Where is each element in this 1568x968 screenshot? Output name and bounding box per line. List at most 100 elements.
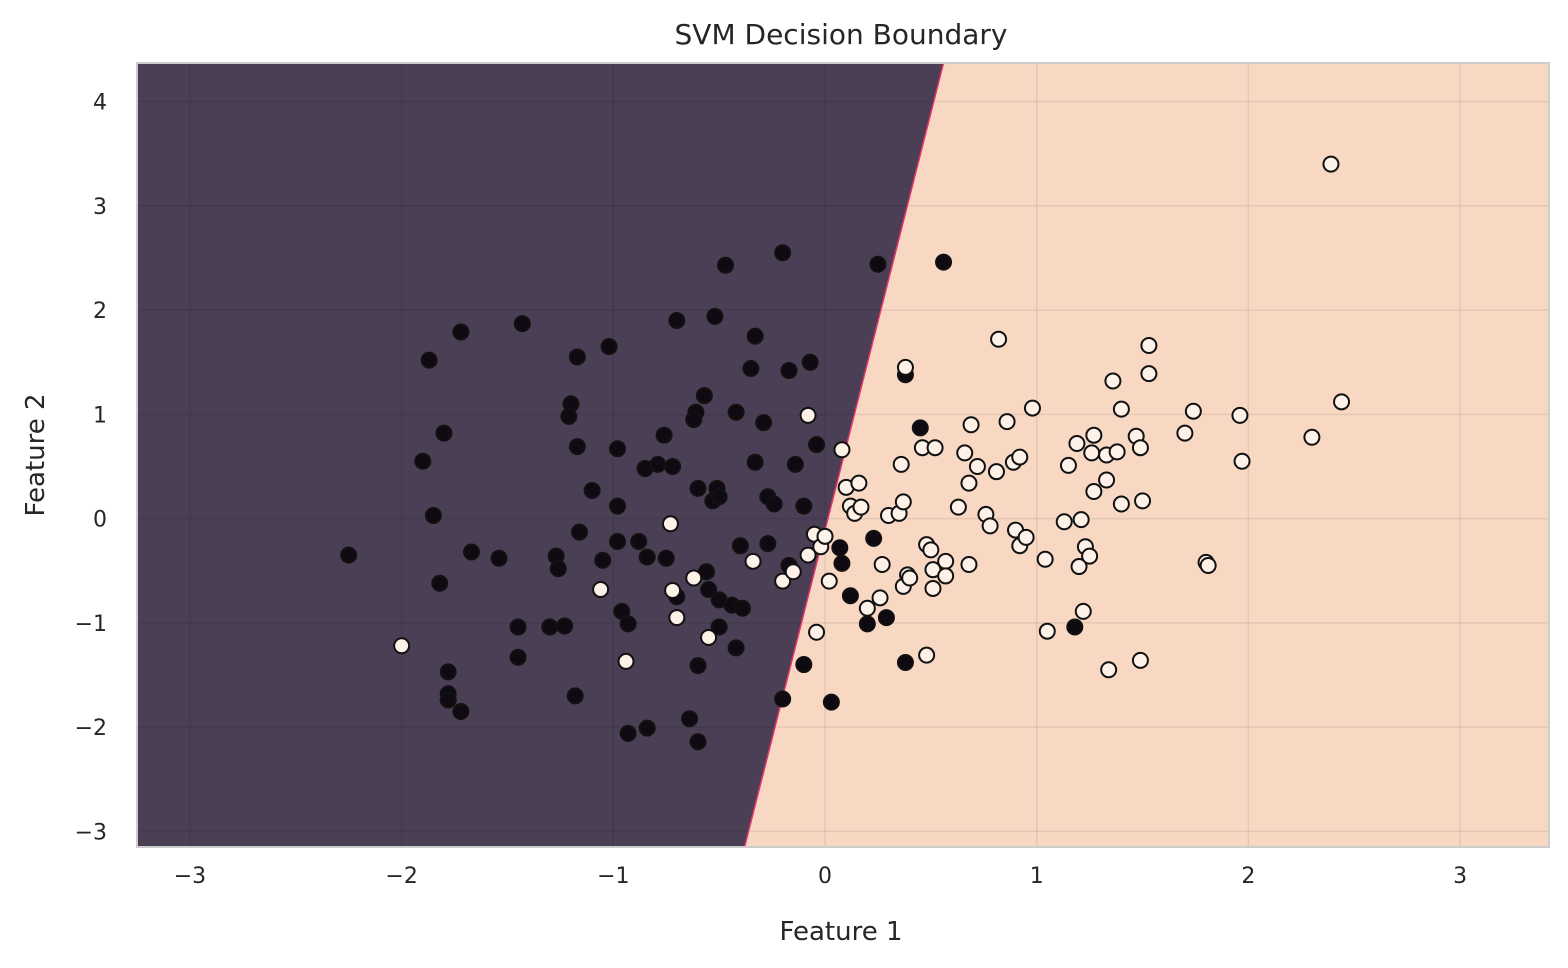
data-point-class-0 (1066, 618, 1084, 636)
data-point-class-1 (894, 493, 912, 511)
data-point-class-1 (858, 599, 876, 617)
data-point-class-0 (439, 663, 457, 681)
data-point-class-0 (742, 359, 760, 377)
data-point-class-0 (774, 690, 792, 708)
data-point-class-0 (490, 549, 508, 567)
data-point-class-1 (981, 517, 999, 535)
data-point-class-1 (1184, 402, 1202, 420)
data-point-class-1 (685, 569, 703, 587)
y-tick-label: −3 (75, 820, 107, 845)
data-point-class-1 (816, 527, 834, 545)
y-tick-label: −1 (75, 612, 107, 637)
data-point-class-0 (630, 533, 648, 551)
data-point-class-0 (755, 414, 773, 432)
data-point-class-0 (689, 733, 707, 751)
data-point-class-1 (592, 580, 610, 598)
data-point-class-0 (509, 648, 527, 666)
data-point-class-0 (833, 554, 851, 572)
data-point-class-1 (968, 457, 986, 475)
data-point-class-0 (566, 687, 584, 705)
data-point-class-0 (765, 495, 783, 513)
data-point-class-1 (926, 439, 944, 457)
data-point-class-1 (1199, 557, 1217, 575)
data-point-class-1 (998, 413, 1016, 431)
data-point-class-0 (655, 426, 673, 444)
data-point-class-1 (918, 646, 936, 664)
data-point-class-0 (549, 560, 567, 578)
data-point-class-0 (414, 452, 432, 470)
y-tick-label: −2 (75, 716, 107, 741)
data-point-class-0 (609, 497, 627, 515)
data-point-class-1 (1100, 661, 1118, 679)
data-point-class-0 (452, 323, 470, 341)
data-point-class-0 (911, 419, 929, 437)
data-point-class-1 (1055, 513, 1073, 531)
data-point-class-0 (435, 424, 453, 442)
x-tick-label: −1 (597, 864, 629, 889)
data-point-class-0 (619, 615, 637, 633)
data-point-class-0 (462, 543, 480, 561)
data-point-class-0 (568, 438, 586, 456)
data-point-class-1 (1104, 372, 1122, 390)
data-point-class-0 (759, 535, 777, 553)
data-point-class-1 (668, 609, 686, 627)
data-point-class-0 (695, 387, 713, 405)
data-point-class-1 (799, 546, 817, 564)
data-point-class-0 (706, 307, 724, 325)
data-point-class-1 (1023, 399, 1041, 417)
x-tick-label: 3 (1453, 864, 1467, 889)
plot-frame (136, 62, 1550, 848)
data-point-class-1 (1303, 428, 1321, 446)
data-point-class-1 (1074, 602, 1092, 620)
data-point-class-0 (609, 440, 627, 458)
data-point-class-0 (568, 348, 586, 366)
data-point-class-0 (541, 618, 559, 636)
x-tick-label: 2 (1241, 864, 1255, 889)
data-point-class-0 (700, 580, 718, 598)
data-point-class-1 (1038, 622, 1056, 640)
data-point-class-0 (896, 653, 914, 671)
data-point-class-1 (1231, 406, 1249, 424)
y-axis-ticks: −3 −2 −1 0 1 2 3 4 (75, 91, 107, 846)
y-tick-label: 3 (93, 195, 107, 220)
data-point-class-1 (873, 555, 891, 573)
data-point-class-1 (1072, 511, 1090, 529)
data-point-class-1 (1011, 448, 1029, 466)
data-point-class-0 (795, 656, 813, 674)
data-point-class-0 (681, 710, 699, 728)
plot-area (137, 63, 1549, 847)
data-point-class-1 (987, 463, 1005, 481)
data-point-class-1 (924, 579, 942, 597)
data-point-class-1 (1112, 400, 1130, 418)
data-point-class-1 (1176, 424, 1194, 442)
y-tick-label: 2 (93, 299, 107, 324)
data-point-class-0 (509, 618, 527, 636)
data-point-class-0 (668, 312, 686, 330)
data-point-class-0 (710, 488, 728, 506)
data-point-class-1 (1081, 547, 1099, 565)
data-point-class-0 (746, 453, 764, 471)
data-point-class-0 (727, 639, 745, 657)
data-point-class-1 (960, 555, 978, 573)
data-point-class-1 (820, 572, 838, 590)
data-point-class-1 (962, 416, 980, 434)
data-point-class-0 (583, 481, 601, 499)
data-point-class-1 (892, 455, 910, 473)
x-axis-label: Feature 1 (779, 917, 902, 947)
data-point-class-1 (1108, 443, 1126, 461)
data-point-class-0 (420, 351, 438, 369)
data-point-class-1 (1333, 393, 1351, 411)
data-points (340, 155, 1351, 751)
data-point-class-1 (1098, 471, 1116, 489)
data-point-class-0 (664, 457, 682, 475)
grid (137, 63, 1549, 847)
data-point-class-1 (1140, 365, 1158, 383)
data-point-class-0 (831, 539, 849, 557)
data-point-class-0 (649, 455, 667, 473)
data-point-class-1 (949, 498, 967, 516)
data-point-class-1 (1085, 426, 1103, 444)
data-point-class-1 (1070, 558, 1088, 576)
data-point-class-1 (1059, 456, 1077, 474)
data-point-class-1 (1134, 492, 1152, 510)
data-point-class-1 (852, 498, 870, 516)
